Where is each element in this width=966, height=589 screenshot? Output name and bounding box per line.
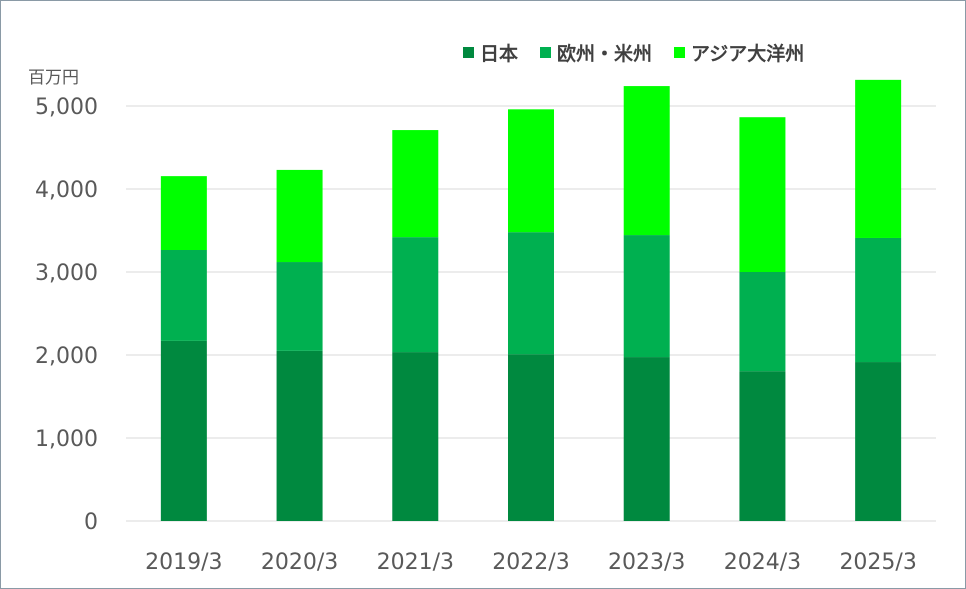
y-tick-label: 1,000 xyxy=(35,427,98,452)
legend-swatch-japan xyxy=(463,47,474,58)
x-tick-label: 2024/3 xyxy=(724,550,801,575)
bar-segment xyxy=(392,237,439,353)
bar-segment xyxy=(623,86,670,236)
x-tick-label: 2023/3 xyxy=(608,550,685,575)
bar-segment xyxy=(508,232,554,355)
y-tick-label: 3,000 xyxy=(35,261,98,286)
bar-segment xyxy=(739,371,786,521)
bar-segment xyxy=(739,272,786,372)
y-unit-label: 百万円 xyxy=(28,68,79,88)
bar-segment xyxy=(623,357,670,521)
legend-item-japan: 日本 xyxy=(463,39,518,66)
x-tick-label: 2025/3 xyxy=(839,550,916,575)
y-tick-label: 5,000 xyxy=(35,95,98,120)
bar-segment xyxy=(508,109,554,233)
x-tick-label: 2021/3 xyxy=(377,550,454,575)
bar-segment xyxy=(855,79,902,238)
legend-label-asia-oceania: アジア大洋州 xyxy=(691,43,805,65)
bar-segment xyxy=(276,262,323,351)
legend-swatch-europe-americas xyxy=(540,47,552,58)
y-tick-label: 0 xyxy=(84,510,98,535)
bar-segment xyxy=(392,352,439,521)
bar-segment xyxy=(739,117,786,272)
legend-item-asia-oceania: アジア大洋州 xyxy=(674,39,804,66)
x-tick-label: 2022/3 xyxy=(492,550,569,575)
bar-segment xyxy=(855,237,902,363)
y-tick-label: 4,000 xyxy=(35,178,98,203)
bar-segment xyxy=(276,350,323,521)
legend-swatch-asia-oceania xyxy=(674,47,686,58)
y-tick-label: 2,000 xyxy=(35,344,98,369)
bar-segment xyxy=(508,354,554,521)
legend-label-europe-americas: 欧州・米州 xyxy=(557,43,653,65)
bar-segment xyxy=(276,169,323,263)
legend-label-japan: 日本 xyxy=(480,43,519,65)
bar-segment xyxy=(855,362,902,521)
legend-item-europe-americas: 欧州・米州 xyxy=(540,39,652,66)
bar-segment xyxy=(392,130,439,238)
bar-segment xyxy=(160,250,207,341)
x-tick-label: 2020/3 xyxy=(261,550,338,575)
legend: 日本 欧州・米州 アジア大洋州 xyxy=(463,39,804,66)
bar-segment xyxy=(160,176,207,251)
x-tick-label: 2019/3 xyxy=(145,550,222,575)
bar-segment xyxy=(623,235,670,358)
bar-segment xyxy=(160,340,207,521)
